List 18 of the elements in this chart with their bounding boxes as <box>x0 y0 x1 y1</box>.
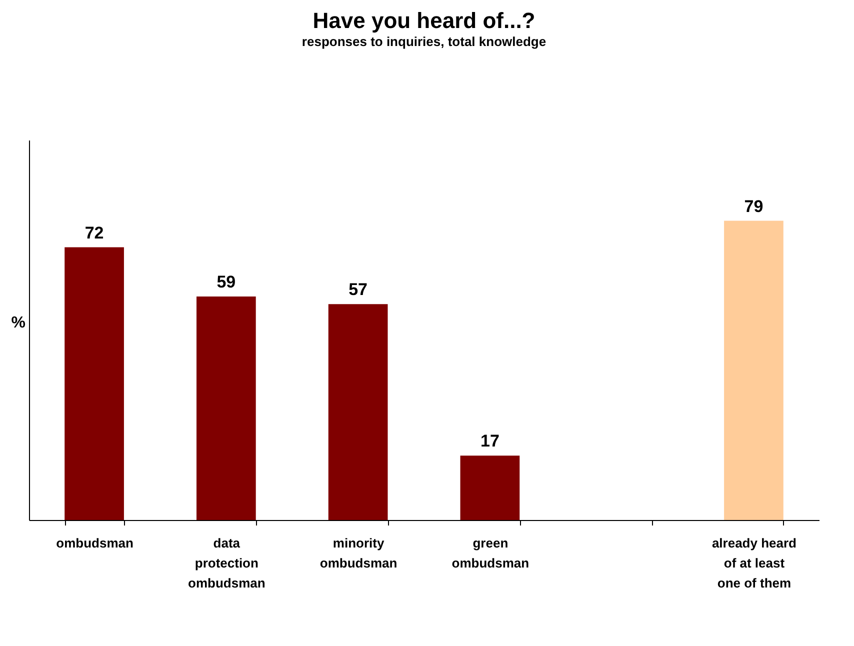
chart-title: Have you heard of...? <box>312 8 536 33</box>
x-tick-label: ombudsman <box>56 536 134 550</box>
bar <box>724 220 784 520</box>
data-label: 57 <box>348 280 368 300</box>
chart-subtitle: responses to inquiries, total knowledge <box>302 34 546 49</box>
bar <box>64 247 124 520</box>
data-label: 59 <box>216 272 236 292</box>
bar <box>328 304 388 520</box>
bar <box>460 456 520 520</box>
data-label: 17 <box>480 432 500 451</box>
x-tick-label: already heard of at least one of them <box>712 536 797 590</box>
x-tick-label: green ombudsman <box>452 536 530 570</box>
x-tick-label: minority ombudsman <box>320 536 398 570</box>
bar <box>196 296 256 520</box>
x-tick-label: data protection ombudsman <box>188 536 266 590</box>
data-label: 72 <box>84 223 104 242</box>
data-label: 79 <box>744 196 764 216</box>
y-axis-title: % <box>11 314 26 332</box>
